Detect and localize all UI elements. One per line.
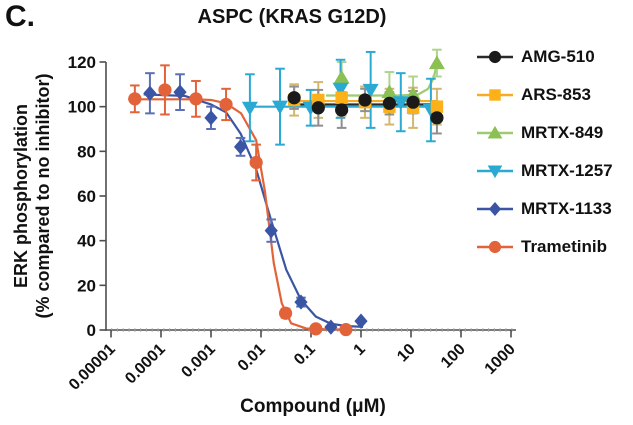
marker-MRTX-849 [405, 86, 422, 101]
marker-MRTX-1133 [324, 319, 338, 335]
marker-MRTX-1133 [354, 313, 368, 329]
legend-item-ars-853: ARS-853 [476, 76, 613, 114]
marker-AMG-510 [311, 101, 325, 115]
marker-ARS-853 [335, 91, 348, 104]
marker-MRTX-1133 [173, 84, 187, 100]
x-tick-label: 1 [351, 341, 369, 359]
marker-MRTX-1257 [487, 165, 503, 179]
y-tick-label: 0 [87, 321, 96, 340]
legend-marker-black-circle [477, 50, 513, 64]
legend-item-amg-510: AMG-510 [476, 38, 613, 76]
legend-marker-yellow-square [477, 89, 513, 101]
marker-Trametinib [128, 92, 142, 106]
y-axis-label-line1: ERK phosphorylation [11, 104, 31, 288]
legend-item-mrtx-1133: MRTX-1133 [476, 190, 613, 228]
legend-marker-blue-diamond [477, 202, 513, 216]
x-axis-label: Compound (μM) [240, 396, 386, 417]
y-tick-label: 60 [77, 187, 96, 206]
marker-Trametinib [219, 97, 233, 112]
marker-AMG-510 [406, 95, 420, 109]
legend-item-mrtx-849: MRTX-849 [476, 114, 613, 152]
marker-AMG-510 [382, 96, 397, 110]
marker-MRTX-1257 [272, 100, 289, 115]
x-tick-label: 1000 [482, 341, 519, 378]
legend-label: ARS-853 [521, 85, 591, 104]
y-axis-label-line2: (% compared to no inhibitor) [33, 73, 53, 319]
y-tick-label: 40 [77, 232, 96, 251]
marker-MRTX-849 [333, 69, 350, 84]
legend-item-trametinib: Trametinib [476, 228, 613, 266]
marker-MRTX-1257 [241, 101, 258, 116]
marker-MRTX-1133 [488, 202, 502, 216]
x-tick-label: 100 [438, 341, 469, 372]
legend-label: Trametinib [521, 237, 607, 256]
legend-label: MRTX-1133 [521, 199, 612, 218]
marker-MRTX-849 [487, 125, 503, 139]
marker-Trametinib [309, 322, 323, 336]
marker-ARS-853 [430, 100, 444, 113]
marker-AMG-510 [488, 50, 502, 64]
legend-label: AMG-510 [521, 47, 595, 66]
marker-AMG-510 [335, 103, 349, 117]
panel-label: C. [5, 0, 35, 33]
marker-Trametinib [488, 240, 502, 254]
marker-MRTX-849 [381, 84, 398, 99]
x-tick-label: 0.1 [291, 341, 319, 369]
y-tick-label: 120 [68, 53, 96, 72]
legend-label: MRTX-1257 [521, 161, 613, 180]
marker-MRTX-1257 [392, 96, 409, 110]
x-tick-label: 0.00001 [66, 341, 119, 394]
marker-ARS-853 [489, 89, 501, 101]
marker-MRTX-1133 [233, 139, 248, 155]
marker-Trametinib [339, 322, 353, 337]
legend-marker-orange-circle [477, 240, 513, 254]
marker-MRTX-1133 [264, 223, 278, 239]
marker-MRTX-1257 [332, 82, 349, 97]
fit-line-MRTX-1133 [143, 93, 364, 328]
x-tick-label: 10 [394, 341, 419, 366]
marker-MRTX-849 [428, 55, 445, 70]
legend-label: MRTX-849 [521, 123, 604, 142]
marker-AMG-510 [430, 111, 444, 125]
legend-item-mrtx-1257: MRTX-1257 [476, 152, 613, 190]
marker-Trametinib [189, 92, 203, 106]
marker-MRTX-1133 [143, 85, 157, 101]
marker-AMG-510 [287, 91, 301, 105]
marker-AMG-510 [358, 93, 372, 107]
fit-line-Trametinib [128, 98, 349, 331]
marker-MRTX-1133 [204, 110, 218, 126]
marker-Trametinib [249, 155, 263, 170]
y-tick-label: 80 [77, 142, 96, 161]
x-tick-label: 0.001 [178, 341, 218, 381]
marker-MRTX-1257 [362, 83, 379, 98]
legend-marker-teal-triangle-down [477, 165, 513, 179]
legend-marker-green-triangle-up [477, 125, 513, 139]
marker-Trametinib [278, 306, 293, 320]
legend: AMG-510 ARS-853 MRTX-849 MRTX-1257 MRTX-… [476, 38, 613, 266]
chart-title: ASPC (KRAS G12D) [197, 6, 387, 28]
x-tick-label: 0.0001 [122, 341, 169, 388]
y-axis-label: ERK phosphorylation (% compared to no in… [10, 46, 54, 346]
y-tick-label: 100 [68, 98, 96, 117]
marker-Trametinib [158, 83, 172, 97]
x-tick-label: 0.01 [235, 341, 269, 375]
y-tick-label: 20 [77, 276, 96, 295]
marker-MRTX-1133 [294, 294, 308, 310]
